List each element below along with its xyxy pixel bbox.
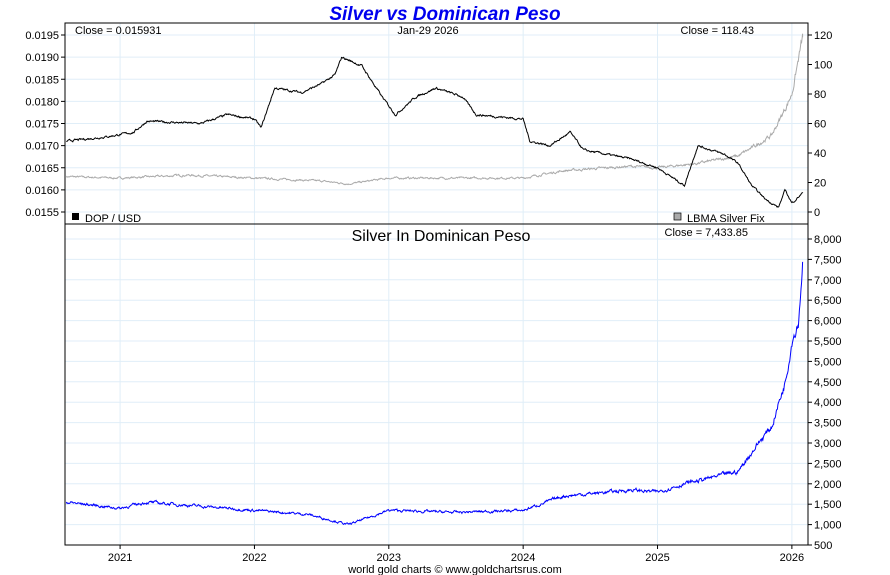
left-tick-label: 0.0160 <box>25 185 59 197</box>
left-tick-label: 0.0180 <box>25 96 59 108</box>
x-tick-label: 2021 <box>108 552 132 564</box>
bottom-tick-label: 8,000 <box>814 234 842 246</box>
bottom-tick-label: 3,500 <box>814 418 842 430</box>
left-tick-label: 0.0195 <box>25 30 59 42</box>
plot-frame <box>64 22 809 546</box>
bottom-tick-label: 3,000 <box>814 438 842 450</box>
left-tick-label: 0.0170 <box>25 141 59 153</box>
bottom-tick-label: 500 <box>814 540 832 552</box>
x-tick-label: 2026 <box>780 552 804 564</box>
right-tick-label: 120 <box>814 30 832 42</box>
legend-dop: DOP / USD <box>85 213 141 225</box>
bottom-tick-label: 2,500 <box>814 458 842 470</box>
bottom-tick-label: 1,500 <box>814 499 842 511</box>
x-tick-label: 2024 <box>511 552 535 564</box>
bottom-tick-label: 6,000 <box>814 316 842 328</box>
dop-usd-line <box>66 56 804 208</box>
bottom-tick-label: 5,000 <box>814 356 842 368</box>
legend-swatch-dop <box>72 213 79 220</box>
right-tick-label: 0 <box>814 207 820 219</box>
x-tick-label: 2025 <box>645 552 669 564</box>
chart-title: Silver vs Dominican Peso <box>329 4 560 25</box>
right-close-label: Close = 118.43 <box>681 25 755 37</box>
silver-fix-line <box>65 33 804 186</box>
date-label: Jan-29 2026 <box>397 25 458 37</box>
bottom-tick-label: 7,000 <box>814 275 842 287</box>
bottom-tick-label: 2,000 <box>814 479 842 491</box>
left-tick-label: 0.0185 <box>25 74 59 86</box>
bottom-tick-label: 4,000 <box>814 397 842 409</box>
right-tick-label: 60 <box>814 119 826 131</box>
bottom-tick-label: 5,500 <box>814 336 842 348</box>
left-tick-label: 0.0165 <box>25 163 59 175</box>
bottom-tick-label: 1,000 <box>814 520 842 532</box>
bottom-tick-label: 6,500 <box>814 295 842 307</box>
right-tick-label: 80 <box>814 89 826 101</box>
legend-silver: LBMA Silver Fix <box>687 213 765 225</box>
bottom-title: Silver In Dominican Peso <box>352 228 531 245</box>
left-close-label: Close = 0.015931 <box>75 25 162 37</box>
right-tick-label: 40 <box>814 148 826 160</box>
left-tick-label: 0.0190 <box>25 52 59 64</box>
footer-credit: world gold charts © www.goldchartsrus.co… <box>347 564 562 575</box>
right-tick-label: 100 <box>814 60 832 72</box>
right-tick-label: 20 <box>814 178 826 190</box>
x-tick-label: 2023 <box>377 552 401 564</box>
legend-swatch-silver <box>673 212 682 221</box>
left-tick-label: 0.0175 <box>25 119 59 131</box>
silver-in-dop-line <box>65 261 804 526</box>
bottom-tick-label: 4,500 <box>814 377 842 389</box>
bottom-close-label: Close = 7,433.85 <box>665 227 748 239</box>
x-tick-label: 2022 <box>242 552 266 564</box>
bottom-tick-label: 7,500 <box>814 254 842 266</box>
left-tick-label: 0.0155 <box>25 207 59 219</box>
